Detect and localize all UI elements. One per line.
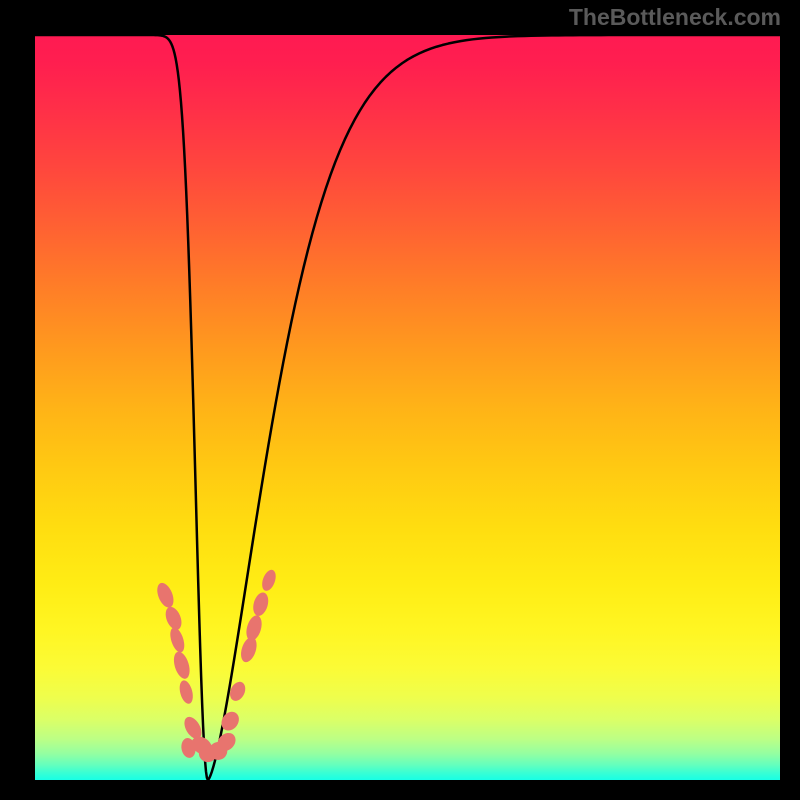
curve-marker: [168, 626, 187, 654]
plot-svg: [35, 35, 780, 780]
plot-area: [35, 35, 780, 780]
curve-marker: [171, 650, 193, 681]
curve-marker: [260, 568, 279, 593]
curve-marker: [154, 581, 177, 610]
curve-marker: [244, 614, 265, 643]
watermark-label: TheBottleneck.com: [569, 4, 781, 31]
curve-marker: [177, 679, 195, 705]
bottleneck-curve: [35, 35, 780, 780]
chart-container: TheBottleneck.com: [0, 0, 800, 800]
curve-marker: [251, 591, 271, 618]
